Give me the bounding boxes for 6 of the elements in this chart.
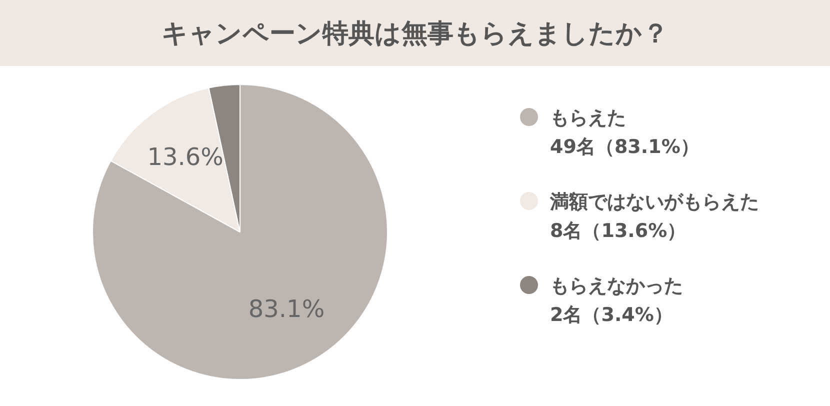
legend-label: もらえた 49名（83.1%） xyxy=(550,106,700,160)
chart-title: キャンペーン特典は無事もらえましたか？ xyxy=(0,0,830,66)
data-label: 13.6% xyxy=(147,142,224,171)
legend-label: もらえなかった 2名（3.4%） xyxy=(550,274,683,328)
data-label: 83.1% xyxy=(248,294,325,323)
legend-label: 満額ではないがもらえた 8名（13.6%） xyxy=(550,190,759,244)
